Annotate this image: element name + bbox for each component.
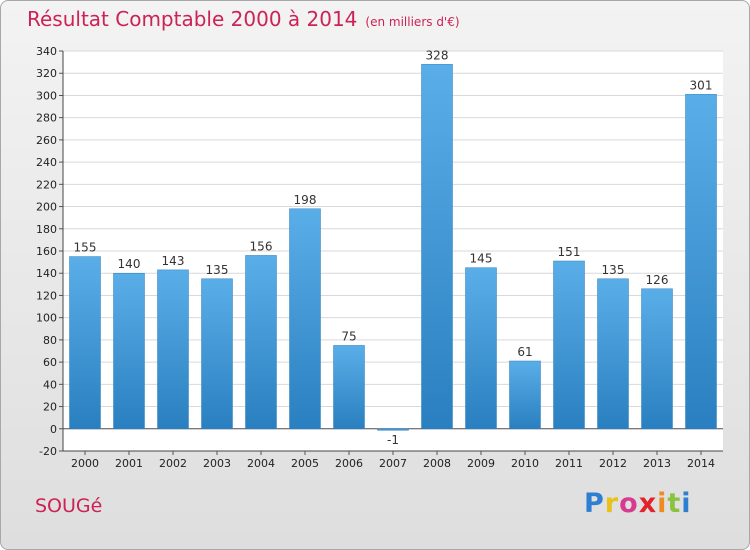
data-label: 135 [206, 263, 229, 277]
y-tick-label: 260 [36, 134, 57, 147]
y-tick-label: 40 [43, 378, 57, 391]
bar [465, 267, 497, 430]
y-tick-label: 340 [36, 45, 57, 58]
data-label: 145 [470, 252, 493, 266]
data-label: -1 [387, 433, 399, 447]
x-tick-label: 2013 [643, 457, 671, 470]
bar [509, 360, 541, 430]
bar [377, 428, 409, 431]
x-tick-label: 2011 [555, 457, 583, 470]
y-tick-label: 140 [36, 267, 57, 280]
chart-title: Résultat Comptable 2000 à 2014 (en millie… [27, 7, 460, 31]
bar [201, 278, 233, 430]
bar [685, 94, 717, 430]
brand-letter: o [619, 488, 639, 519]
y-tick-label: 280 [36, 112, 57, 125]
bar [597, 278, 629, 430]
x-tick-label: 2010 [511, 457, 539, 470]
data-label: 75 [341, 329, 356, 343]
x-tick-label: 2003 [203, 457, 231, 470]
bar [245, 255, 277, 430]
data-label: 135 [602, 263, 625, 277]
x-tick-label: 2006 [335, 457, 363, 470]
bar [553, 260, 585, 430]
y-tick-label: 180 [36, 223, 57, 236]
y-tick-label: 320 [36, 67, 57, 80]
data-label: 140 [118, 257, 141, 271]
data-label: 156 [250, 239, 273, 253]
y-tick-label: 160 [36, 245, 57, 258]
x-tick-label: 2000 [71, 457, 99, 470]
data-label: 198 [294, 193, 317, 207]
data-label: 143 [162, 254, 185, 268]
bar [113, 272, 145, 430]
data-label: 301 [690, 78, 713, 92]
chart-title-text: Résultat Comptable 2000 à 2014 [27, 7, 358, 31]
brand-letter: t [667, 488, 682, 519]
y-tick-label: 240 [36, 156, 57, 169]
x-tick-label: 2014 [687, 457, 715, 470]
y-tick-label: 60 [43, 356, 57, 369]
x-tick-label: 2009 [467, 457, 495, 470]
brand-letter: i [681, 488, 692, 519]
data-label: 126 [646, 273, 669, 287]
y-tick-label: -20 [39, 445, 57, 458]
y-tick-label: 20 [43, 401, 57, 414]
brand-letter: r [604, 488, 620, 519]
bar [421, 64, 453, 430]
bar [69, 256, 101, 430]
bar [333, 345, 365, 430]
data-label: 61 [517, 345, 532, 359]
brand-letter: P [584, 488, 605, 519]
bar [157, 269, 189, 430]
x-tick-label: 2005 [291, 457, 319, 470]
chart-subtitle: (en milliers d'€) [365, 15, 460, 29]
data-label: 151 [558, 245, 581, 259]
y-tick-label: 0 [50, 423, 57, 436]
bar [641, 288, 673, 430]
bar [289, 208, 321, 430]
brand-letter: x [638, 488, 658, 519]
y-tick-label: 220 [36, 178, 57, 191]
data-label: 328 [426, 48, 449, 62]
brand-letter: i [657, 488, 668, 519]
data-label: 155 [74, 241, 97, 255]
proxiti-logo: Proxiti [584, 488, 692, 519]
y-tick-label: 100 [36, 312, 57, 325]
x-tick-label: 2004 [247, 457, 275, 470]
y-tick-label: 80 [43, 334, 57, 347]
x-tick-label: 2002 [159, 457, 187, 470]
x-tick-label: 2012 [599, 457, 627, 470]
x-tick-label: 2001 [115, 457, 143, 470]
commune-name: SOUGé [35, 495, 103, 517]
y-tick-label: 300 [36, 89, 57, 102]
x-tick-label: 2007 [379, 457, 407, 470]
y-tick-label: 120 [36, 289, 57, 302]
x-tick-label: 2008 [423, 457, 451, 470]
y-tick-label: 200 [36, 201, 57, 214]
